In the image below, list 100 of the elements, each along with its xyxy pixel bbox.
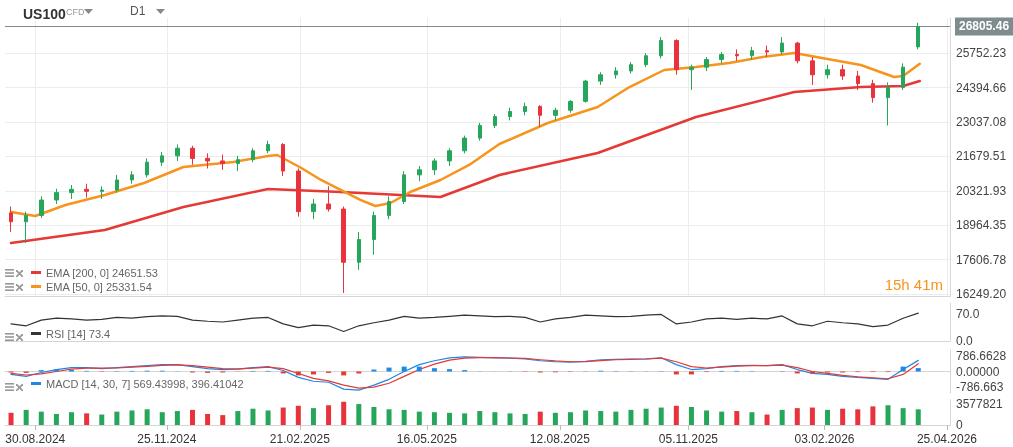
candlestick: [553, 107, 558, 121]
candlestick: [220, 154, 225, 171]
bar: [567, 412, 573, 425]
y-tick-label: 786.6628: [956, 349, 1007, 364]
x-tick-label: 25.11.2024: [137, 432, 197, 446]
bar: [749, 412, 755, 425]
bar: [341, 401, 347, 425]
candlestick: [478, 122, 482, 142]
y-tick-label: 18964.35: [956, 218, 1007, 233]
bar: [326, 405, 332, 425]
y-tick-label: 24394.66: [956, 80, 1007, 95]
bar: [280, 407, 286, 425]
candlestick: [462, 135, 467, 154]
x-tick-label: 05.11.2025: [658, 432, 719, 446]
ref-line-label: 26805.46: [959, 19, 1010, 34]
y-tick-label: 0.0: [956, 334, 974, 348]
legend-label: EMA [200, 0] 24651.53: [46, 266, 158, 279]
bar: [38, 411, 44, 425]
bar: [174, 411, 180, 425]
candlestick: [69, 184, 74, 200]
y-tick-label: 20321.93: [956, 183, 1007, 198]
bar: [583, 410, 589, 425]
bar: [84, 413, 90, 425]
bar: [250, 408, 256, 425]
candlestick: [326, 185, 331, 213]
candlestick: [901, 62, 905, 91]
text: D1: [130, 4, 146, 18]
annotation: 15h 41m: [884, 276, 943, 293]
candlestick: [493, 113, 497, 129]
bar: [23, 409, 29, 425]
bar: [371, 406, 377, 425]
x-tick-label: 16.05.2025: [396, 432, 458, 446]
bar: [688, 406, 694, 425]
bar: [310, 408, 316, 425]
candlestick: [795, 41, 800, 64]
candlestick: [266, 140, 270, 154]
bar: [673, 405, 679, 425]
candlestick: [704, 56, 709, 72]
bar: [295, 405, 301, 425]
candlestick: [916, 22, 920, 50]
bar: [825, 409, 831, 425]
candlestick: [447, 147, 452, 167]
candlestick: [100, 185, 104, 200]
bar: [462, 413, 468, 425]
bar: [220, 415, 226, 425]
candlestick: [402, 170, 406, 205]
candlestick: [175, 143, 180, 162]
candlestick: [251, 147, 255, 163]
candlestick: [190, 145, 195, 166]
bar: [144, 409, 150, 425]
candlestick: [508, 107, 512, 121]
bar: [265, 410, 271, 425]
bar: [840, 408, 846, 425]
candlestick: [39, 195, 44, 219]
bar: [658, 407, 664, 425]
candlestick: [538, 104, 542, 128]
bar: [114, 411, 120, 425]
candlestick: [281, 142, 285, 177]
x-tick-label: 21.02.2025: [269, 432, 331, 446]
candlestick: [689, 64, 694, 91]
y-tick-label: -786.663: [956, 379, 1004, 394]
bar: [779, 409, 785, 425]
bar: [507, 413, 513, 425]
y-tick-label: 17606.78: [956, 252, 1007, 267]
candlestick: [236, 155, 240, 172]
candlestick: [614, 66, 618, 80]
bar: [734, 411, 740, 425]
candlestick: [568, 99, 573, 114]
candlestick: [780, 36, 784, 55]
candlestick: [644, 52, 648, 68]
candlestick: [719, 51, 724, 64]
legend-label: RSI [14] 73.4: [46, 327, 111, 340]
candlestick: [417, 165, 422, 182]
candlestick: [160, 151, 164, 167]
candlestick: [523, 102, 527, 116]
candlestick: [765, 45, 769, 58]
candlestick: [24, 211, 28, 244]
candlestick: [341, 206, 346, 294]
bar: [477, 411, 483, 425]
bar: [870, 406, 876, 425]
bar: [613, 411, 619, 425]
candlestick: [810, 56, 815, 86]
bar: [552, 412, 558, 425]
bar: [598, 411, 604, 425]
candlestick: [84, 183, 89, 199]
line-series: [9, 51, 922, 218]
bar: [99, 414, 105, 425]
y-tick-label: 21679.51: [956, 149, 1007, 164]
candlestick: [659, 36, 663, 59]
candlestick: [387, 195, 391, 220]
candlestick: [629, 61, 633, 74]
candlestick: [115, 174, 119, 194]
bar: [416, 411, 422, 425]
bar: [522, 413, 528, 425]
bar: [885, 405, 891, 425]
bar: [704, 410, 710, 425]
legend-label: EMA [50, 0] 25331.54: [46, 280, 152, 293]
y-tick-label: 3577821: [956, 397, 1004, 412]
bar: [205, 413, 211, 425]
bar: [447, 412, 453, 425]
